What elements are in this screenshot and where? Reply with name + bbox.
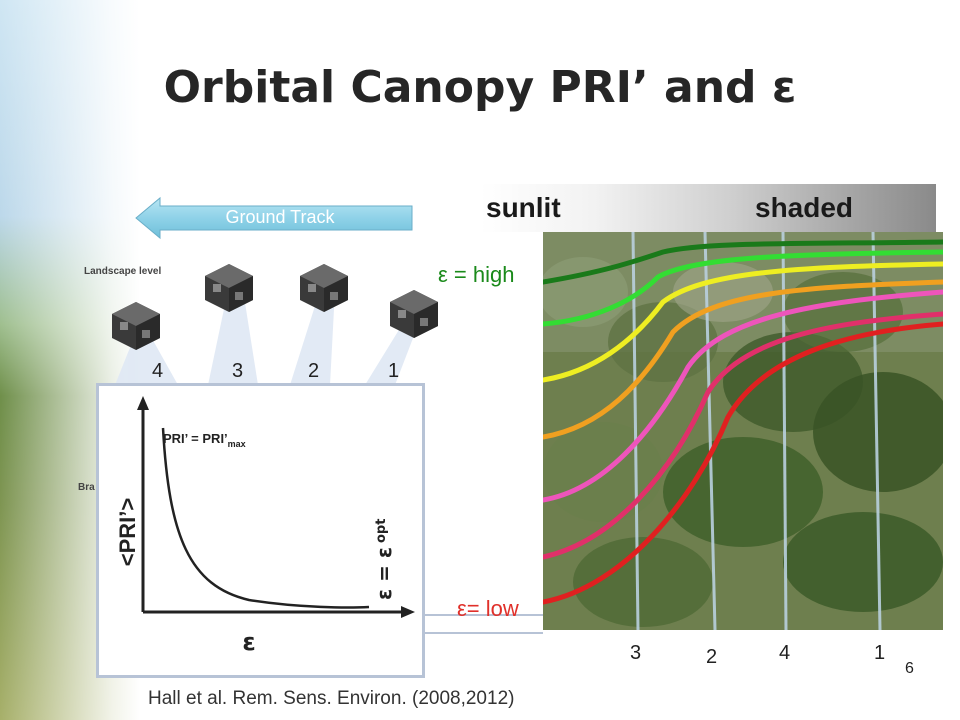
x-axis-label: ε bbox=[242, 628, 255, 656]
satellite-icon bbox=[205, 264, 253, 312]
epsilon-curves bbox=[543, 239, 943, 605]
page-number: 6 bbox=[905, 660, 914, 677]
epsilon-high-label: ε = high bbox=[438, 262, 515, 287]
view-number-1: 1 bbox=[874, 642, 886, 664]
slide-title: Orbital Canopy PRI’ and ε bbox=[163, 62, 797, 113]
satellite-icon bbox=[300, 264, 348, 312]
view-number-2: 2 bbox=[706, 646, 718, 668]
inset-connector bbox=[425, 614, 543, 634]
satellite-number-1: 1 bbox=[388, 360, 400, 382]
pri-max-label: PRI’ = PRI’max bbox=[163, 431, 246, 449]
landscape-level-label: Landscape level bbox=[84, 266, 162, 277]
satellite-number-4: 4 bbox=[152, 360, 164, 382]
ground-track-arrow bbox=[135, 196, 413, 240]
view-number-4: 4 bbox=[779, 642, 791, 664]
y-axis-label: <PRI’> bbox=[115, 498, 140, 566]
canopy-photo bbox=[543, 232, 943, 630]
epsilon-opt-label: ε = εopt bbox=[372, 519, 396, 600]
satellite-icon bbox=[390, 290, 438, 338]
citation: Hall et al. Rem. Sens. Environ. (2008,20… bbox=[148, 688, 515, 709]
inset-plot-svg: PRI’ = PRI’max <PRI’> ε ε = εopt bbox=[115, 396, 415, 656]
pri-epsilon-inset-plot: PRI’ = PRI’max <PRI’> ε ε = εopt bbox=[96, 383, 425, 678]
x-axis-arrowhead bbox=[401, 606, 415, 618]
pri-epsilon-curve bbox=[161, 427, 370, 609]
sunlit-shaded-gradient-bar bbox=[480, 184, 936, 232]
ground-track-label: Ground Track bbox=[225, 207, 335, 227]
shaded-label: shaded bbox=[755, 192, 854, 223]
satellite-number-2: 2 bbox=[308, 360, 320, 382]
satellite-number-3: 3 bbox=[232, 360, 244, 382]
y-axis-arrowhead bbox=[137, 396, 149, 410]
view-number-3: 3 bbox=[630, 642, 642, 664]
branch-level-label: Bra bbox=[78, 482, 95, 493]
canopy-photo-svg bbox=[543, 232, 943, 630]
sunlit-label: sunlit bbox=[486, 192, 561, 223]
satellite-icon bbox=[112, 302, 160, 350]
epsilon-low-label: ε= low bbox=[457, 596, 519, 621]
